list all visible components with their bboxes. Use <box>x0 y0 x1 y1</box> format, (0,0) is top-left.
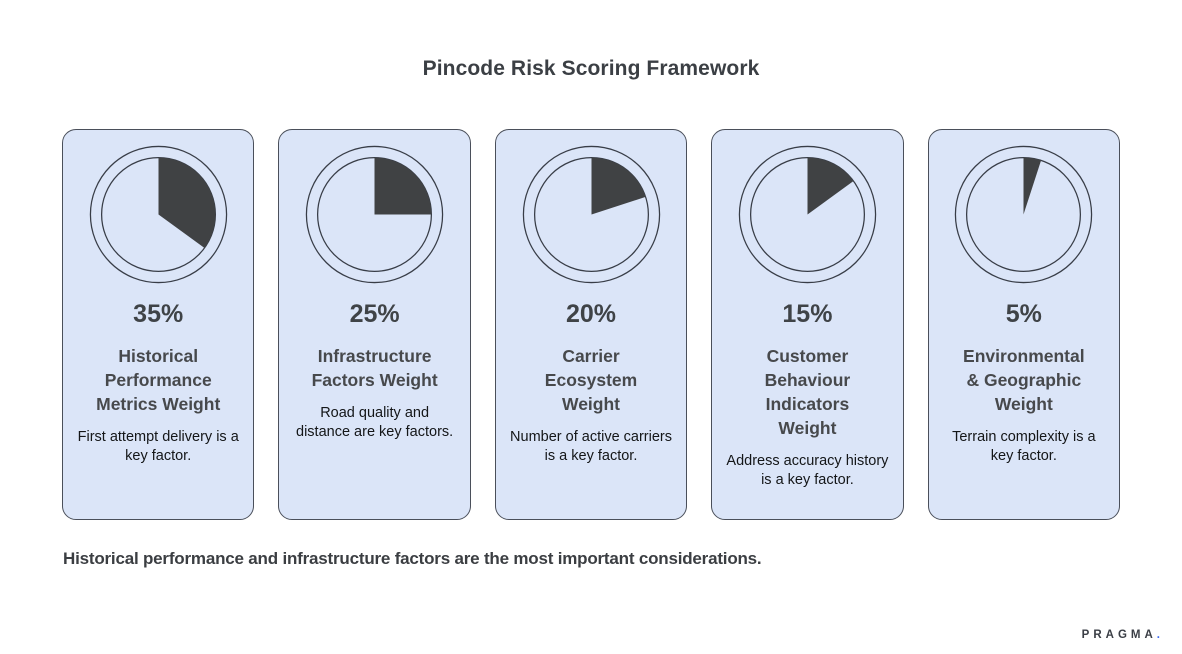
pie-svg <box>738 145 877 284</box>
pie-slice <box>807 157 854 215</box>
weight-card-title: Carrier Ecosystem Weight <box>544 346 638 414</box>
weight-card: 5% Environmental & Geographic Weight Ter… <box>927 129 1121 520</box>
weight-cards-container: 35% Historical Performance Metrics Weigh… <box>62 129 1121 520</box>
pie-svg <box>305 145 444 284</box>
weight-card-description: Address accuracy history is a key factor… <box>726 453 889 488</box>
weight-card-description: Number of active carriers is a key facto… <box>510 429 672 464</box>
weight-card-description: First attempt delivery is a key factor. <box>77 429 239 464</box>
weight-card-title: Infrastructure Factors Weight <box>311 346 438 390</box>
weight-percent: 35% <box>133 300 184 328</box>
pie-outer-ring <box>89 145 227 284</box>
pie-outer-ring <box>522 145 660 284</box>
pie-slice <box>1023 157 1042 215</box>
weight-card: 20% Carrier Ecosystem Weight Number of a… <box>494 129 688 520</box>
weight-card: 15% Customer Behaviour Indicators Weight… <box>711 129 904 520</box>
pie-outer-ring <box>305 145 444 284</box>
weight-card: 35% Historical Performance Metrics Weigh… <box>62 129 255 520</box>
pie-chart <box>292 144 456 285</box>
brand-name: PRAGMA <box>1081 629 1157 641</box>
pie-slice <box>158 157 216 248</box>
pie-chart <box>942 144 1106 285</box>
weight-card-title: Historical Performance Metrics Weight <box>96 346 221 414</box>
weight-card-description: Road quality and distance are key factor… <box>296 405 454 440</box>
weight-percent: 5% <box>1005 300 1042 328</box>
pie-svg <box>522 145 660 284</box>
pie-chart <box>725 144 889 285</box>
weight-percent: 15% <box>782 300 833 328</box>
pie-chart <box>76 144 240 285</box>
weight-card-title: Environmental & Geographic Weight <box>963 346 1085 414</box>
pie-outer-ring <box>738 145 877 284</box>
brand-dot: . <box>1156 629 1160 641</box>
pie-slice <box>591 157 646 215</box>
pie-svg <box>89 145 227 284</box>
footnote: Historical performance and infrastructur… <box>63 549 762 568</box>
weight-card-description: Terrain complexity is a key factor. <box>952 429 1096 464</box>
pie-outer-ring <box>955 145 1093 284</box>
pie-svg <box>955 145 1093 284</box>
brand-logo: PRAGMA. <box>1082 629 1160 641</box>
weight-percent: 25% <box>349 300 400 328</box>
page-title: Pincode Risk Scoring Framework <box>422 57 760 80</box>
pie-slice <box>374 157 432 215</box>
weight-percent: 20% <box>565 300 617 328</box>
weight-card-title: Customer Behaviour Indicators Weight <box>764 346 851 438</box>
pie-chart <box>509 144 673 285</box>
weight-card: 25% Infrastructure Factors Weight Road q… <box>278 129 471 520</box>
